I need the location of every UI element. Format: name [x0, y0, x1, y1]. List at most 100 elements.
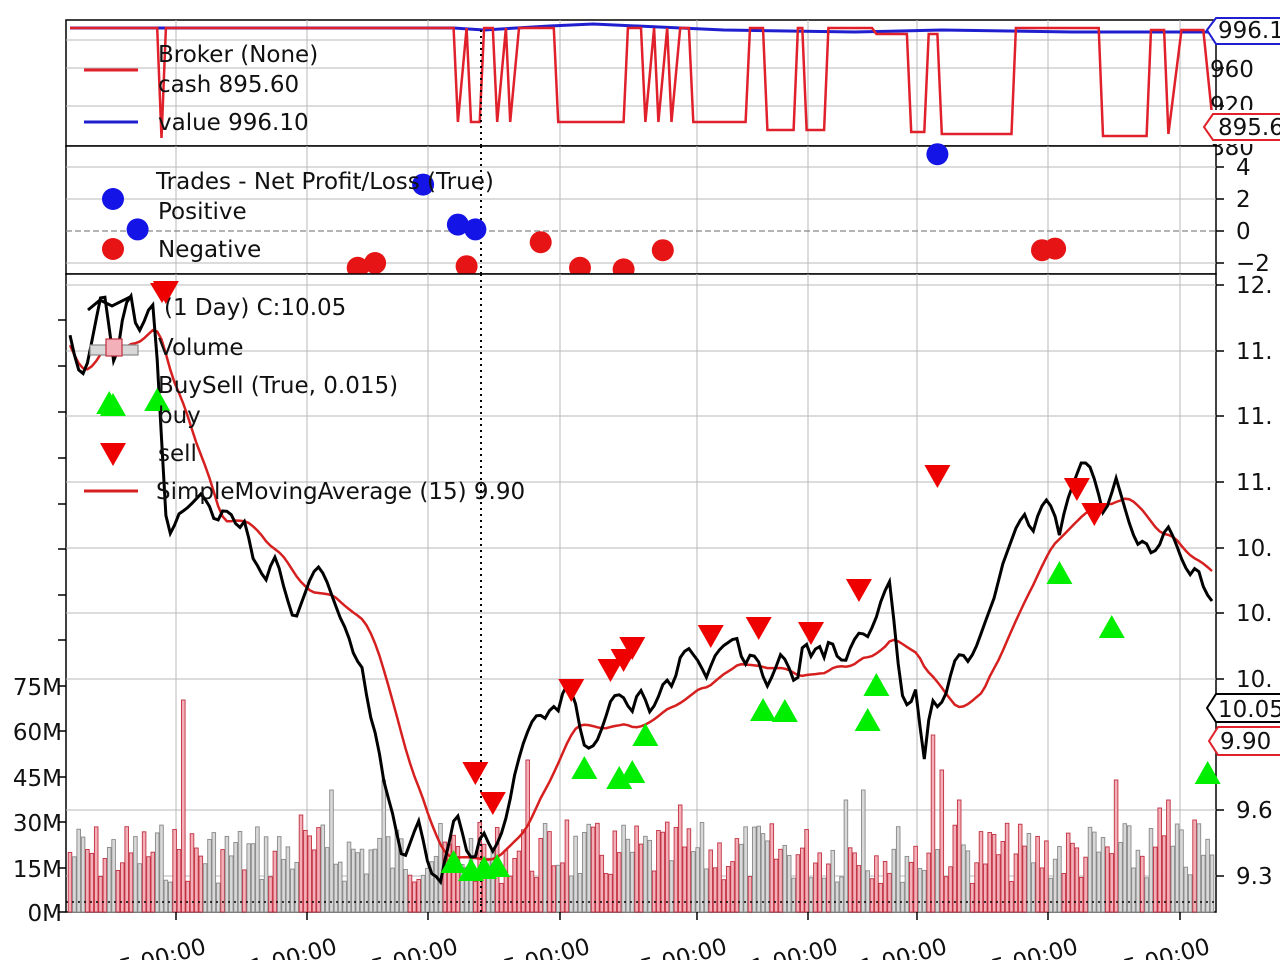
negative-trade-point — [529, 231, 552, 254]
volume-bar — [656, 830, 661, 913]
volume-bar — [712, 867, 718, 913]
sell-signal-marker — [558, 679, 585, 702]
volume-bar — [1118, 842, 1123, 913]
buy-signal-marker — [144, 388, 171, 411]
volume-bar — [507, 875, 513, 913]
close-series-line — [68, 292, 1214, 886]
volume-bar — [935, 849, 940, 913]
volume-bar — [381, 779, 387, 913]
volume-bar — [1000, 841, 1006, 913]
volume-bar — [542, 823, 548, 913]
volume-bar — [782, 844, 788, 913]
volume-bar — [739, 843, 744, 913]
price-legend-data: (1 Day) C:10.05 — [164, 295, 346, 321]
volume-bar — [1113, 779, 1119, 913]
volume-bar — [181, 699, 186, 913]
cash-tag — [1202, 113, 1280, 141]
volume-bar — [983, 863, 988, 913]
broker-panel: Broker (None) cash 895.60 value 996.10 9… — [65, 17, 1280, 161]
buy-signal-marker — [854, 708, 881, 731]
volume-bar — [1031, 862, 1036, 913]
volume-bar — [194, 847, 199, 913]
volume-bar — [987, 832, 992, 913]
volume-bar — [1153, 846, 1158, 913]
negative-trade-point — [455, 255, 478, 278]
volume-bar — [377, 837, 382, 913]
volume-bar — [263, 836, 269, 913]
price-panel: (1 Day) C:10.05 Volume BuySell (True, 0.… — [13, 273, 1280, 964]
volume-bar — [521, 829, 526, 913]
volume-bar — [1126, 825, 1132, 913]
volume-bar — [1065, 832, 1071, 913]
volume-bar — [616, 852, 622, 913]
positive-trade-point — [926, 143, 949, 166]
volume-bar — [342, 880, 347, 913]
volume-ytick: 30M — [13, 811, 62, 837]
volume-bar — [1092, 831, 1097, 913]
volume-bar — [991, 833, 997, 913]
volume-bar — [120, 862, 125, 913]
volume-bar — [843, 799, 849, 913]
volume-bar — [686, 828, 692, 913]
volume-bar — [660, 831, 666, 913]
volume-bar — [677, 804, 683, 913]
volume-bar — [337, 861, 343, 913]
buy-signal-marker — [632, 723, 659, 746]
volume-bar — [229, 855, 234, 913]
volume-bar — [303, 829, 308, 913]
volume-bar — [168, 881, 173, 913]
volume-bar — [874, 855, 879, 913]
volume-bar — [599, 854, 605, 913]
volume-bar — [865, 870, 870, 913]
broker-ytick: 960 — [1210, 57, 1254, 83]
sell-signal-marker — [697, 625, 724, 648]
volume-bar — [786, 855, 792, 913]
volume-bar — [1109, 853, 1114, 913]
volume-bar — [808, 877, 814, 913]
price-ytick: 12. — [1236, 273, 1273, 299]
volume-bar — [372, 848, 378, 913]
volume-bar — [202, 863, 208, 913]
buy-signal-marker — [440, 850, 467, 873]
volume-bar — [268, 876, 273, 913]
volume-bar — [1100, 837, 1106, 913]
volume-bar — [460, 864, 465, 913]
volume-bar — [917, 868, 923, 913]
volume-bar — [560, 862, 565, 913]
volume-bar — [1013, 853, 1019, 913]
volume-bar — [878, 882, 883, 913]
volume-bar — [420, 874, 426, 913]
broker-legend-value: value 996.10 — [158, 110, 309, 136]
trades-ytick: 2 — [1236, 187, 1251, 213]
volume-bar — [425, 867, 430, 913]
volume-bar — [285, 846, 291, 913]
price-legend: (1 Day) C:10.05 Volume BuySell (True, 0.… — [84, 283, 525, 505]
volume-bar — [80, 836, 86, 913]
volume-ytick: 45M — [13, 766, 62, 792]
volume-bar — [978, 831, 984, 913]
volume-bar — [154, 832, 160, 913]
price-ytick: 11. — [1236, 470, 1273, 496]
volume-bar — [834, 881, 840, 913]
volume-bar — [534, 877, 539, 913]
volume-bar — [215, 882, 221, 913]
volume-bar — [276, 836, 282, 913]
volume-bar — [76, 828, 81, 913]
volume-bar — [189, 833, 195, 913]
broker-legend: Broker (None) cash 895.60 value 996.10 — [84, 42, 318, 136]
volume-bar — [682, 846, 687, 913]
volume-bar — [333, 863, 339, 913]
volume-bar — [704, 868, 709, 913]
volume-bar — [316, 827, 321, 913]
sell-signal-marker — [924, 465, 951, 488]
sell-signal-marker — [797, 622, 824, 645]
volume-bar — [634, 825, 639, 913]
volume-bar — [717, 842, 722, 913]
trades-legend-negative: Negative — [158, 237, 261, 263]
volume-bar — [996, 854, 1001, 913]
trades-legend-positive: Positive — [158, 199, 247, 225]
volume-bar — [725, 866, 731, 913]
volume-bar — [433, 855, 439, 913]
volume-bar — [1035, 835, 1040, 913]
volume-bar — [734, 838, 740, 913]
